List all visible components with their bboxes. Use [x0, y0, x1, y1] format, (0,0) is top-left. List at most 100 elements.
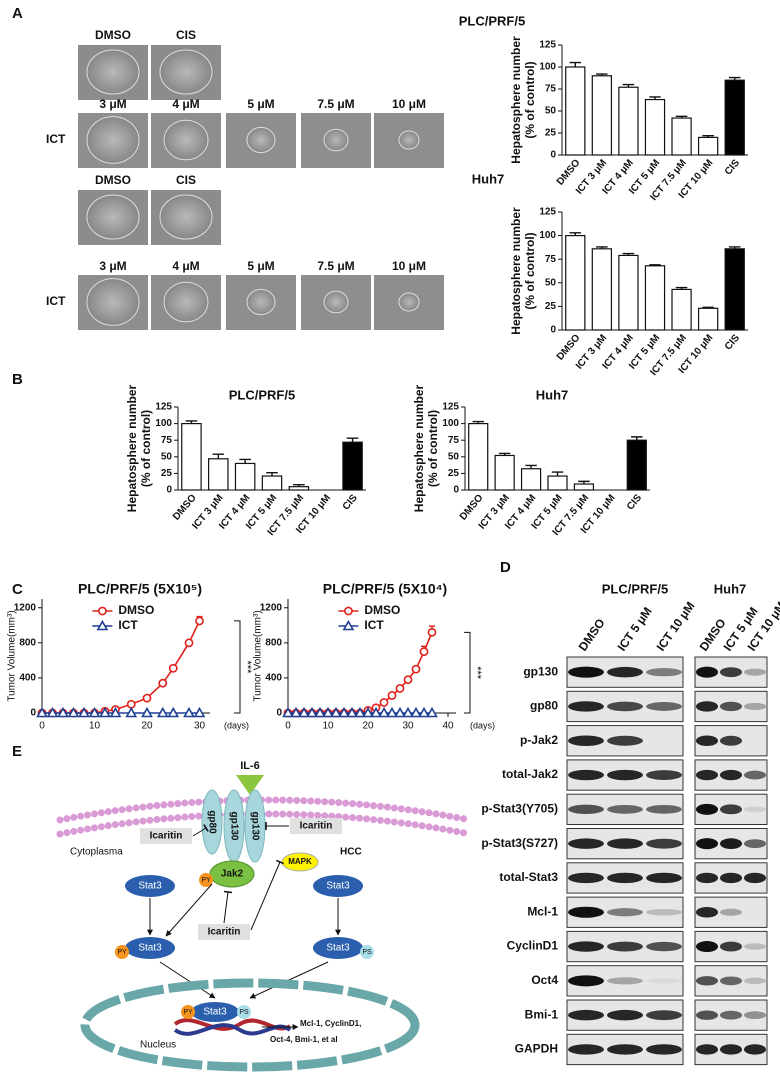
marker — [402, 706, 414, 718]
error-bar — [622, 83, 635, 88]
cell-line-label: PLC/PRF/5 — [602, 581, 668, 596]
marker — [282, 706, 294, 718]
band — [719, 701, 743, 712]
stat3 — [125, 937, 175, 959]
spheroid — [323, 290, 349, 314]
y-tick-label: 25 — [545, 128, 557, 139]
y-axis-label: Hepatosphere number — [125, 384, 139, 512]
marker — [379, 698, 389, 707]
band — [719, 1010, 743, 1020]
y-tick-label: 50 — [545, 277, 557, 288]
arrow — [165, 883, 213, 937]
marker — [36, 706, 48, 718]
inhibitor-box — [198, 924, 250, 940]
marker — [386, 706, 398, 718]
band — [695, 735, 719, 746]
error-bar — [728, 246, 741, 249]
bar — [671, 117, 692, 156]
band — [646, 838, 682, 849]
y-tick-label: 50 — [161, 451, 173, 462]
membrane — [56, 796, 474, 824]
band — [743, 770, 767, 780]
y-tick-label: 800 — [265, 637, 282, 648]
y-axis-label: (% of control) — [139, 410, 153, 487]
x-tick-label: CIS — [341, 492, 360, 512]
error-bar — [702, 134, 714, 138]
y-axis-label: Hepatosphere number — [509, 36, 523, 164]
image-label: 3 μM — [99, 259, 126, 273]
marker — [411, 664, 421, 674]
receptor — [244, 789, 266, 863]
marker — [338, 706, 350, 718]
x-tick-label: 30 — [194, 721, 206, 732]
y-tick-label: 100 — [539, 230, 556, 241]
phospho — [237, 1005, 251, 1019]
y-tick-label: 1200 — [14, 602, 37, 613]
marker — [418, 706, 430, 718]
inhibition — [192, 824, 209, 837]
y-tick-label: 50 — [448, 451, 460, 462]
spheroid — [246, 288, 276, 316]
band — [568, 701, 604, 712]
blot-strip — [694, 896, 768, 928]
band — [743, 943, 767, 950]
bar — [181, 423, 202, 491]
chart-title: PLC/PRF/5 — [229, 387, 295, 402]
row-label: Oct4 — [531, 973, 558, 987]
error-bar — [578, 480, 590, 485]
image-label: 5 μM — [247, 259, 274, 273]
cell-label: HCC — [340, 847, 362, 858]
y-axis-label: (% of control) — [523, 232, 537, 309]
image-label: 4 μM — [172, 97, 199, 111]
row-label: p-Jak2 — [520, 733, 558, 747]
spheroid — [398, 130, 420, 150]
marker — [158, 678, 168, 688]
chart-title: Huh7 — [472, 171, 505, 186]
row-label: Bmi-1 — [525, 1007, 559, 1021]
image-label: 10 μM — [392, 259, 426, 273]
receptor-label: gp80 — [206, 810, 217, 834]
image-label: 7.5 μM — [317, 97, 354, 111]
error-bar — [569, 61, 582, 67]
y-tick-label: 25 — [545, 301, 557, 312]
series-line — [288, 632, 433, 714]
band — [568, 735, 604, 746]
membrane — [56, 810, 474, 838]
bar — [618, 86, 639, 156]
error-bar — [498, 452, 511, 456]
error-bar — [675, 115, 688, 119]
nucleus — [80, 978, 420, 1072]
significance: *** — [471, 666, 483, 680]
y-tick-label: 0 — [276, 708, 282, 719]
marker — [141, 706, 153, 718]
image-label: 10 μM — [392, 97, 426, 111]
error-bar — [675, 286, 688, 290]
x-tick-label: 10 — [89, 721, 101, 732]
kinase — [209, 860, 255, 888]
y-tick-label: 100 — [539, 62, 556, 73]
marker — [290, 706, 302, 718]
marker — [126, 699, 136, 709]
spheroid — [163, 281, 209, 323]
phospho — [199, 873, 213, 887]
marker — [156, 706, 169, 718]
marker — [387, 691, 397, 700]
band — [607, 941, 643, 952]
ligand-shape — [236, 775, 264, 795]
stat3-label: Stat3 — [203, 1007, 227, 1018]
bar — [547, 475, 568, 491]
bar — [565, 66, 586, 156]
significance-bracket — [464, 631, 471, 714]
spheroid — [163, 119, 209, 161]
y-tick-label: 125 — [442, 402, 459, 413]
image-label: CIS — [176, 173, 196, 187]
chart-title: PLC/PRF/5 (5X10⁴) — [323, 581, 447, 597]
band — [607, 838, 643, 849]
band — [646, 872, 682, 884]
marker — [410, 706, 422, 718]
bar — [644, 265, 666, 331]
band — [568, 769, 604, 781]
error-bar — [551, 471, 564, 477]
x-tick-label: 10 — [322, 721, 334, 732]
image-label: 7.5 μM — [317, 259, 354, 273]
